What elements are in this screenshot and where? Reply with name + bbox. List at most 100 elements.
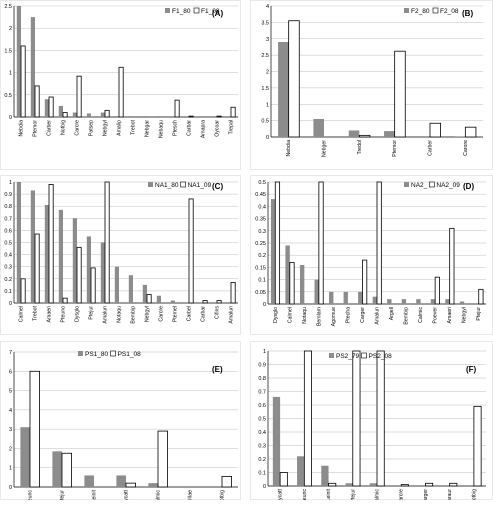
y-tick-label: 0.5: [4, 93, 12, 99]
bar-f1-80-nebaqu: [156, 116, 161, 117]
bar-f1-80-carber: [44, 99, 49, 117]
y-tick-label: 0.05: [255, 290, 266, 296]
x-category-label: Carcre: [399, 489, 405, 500]
x-category-label: Bembip: [131, 306, 137, 324]
bar-na1-80-calmel: [16, 182, 21, 303]
x-category-label: Carber: [47, 120, 53, 136]
y-tick-label: 0.5: [4, 241, 12, 247]
y-tick-label: 0.15: [255, 265, 266, 271]
legend-swatch: [78, 351, 83, 356]
x-category-label: Amapra: [201, 120, 207, 138]
y-tick-label: 3: [266, 37, 269, 43]
bar-na2-09-carger: [362, 259, 368, 305]
bar-na1-09-carbel: [188, 198, 194, 304]
x-category-label: Nebgyl: [462, 307, 468, 323]
x-category-label: Amalun: [103, 306, 109, 324]
bar-na2--amalun: [372, 296, 377, 304]
y-tick-label: 0.4: [258, 430, 266, 436]
y-tick-label: 0.6: [258, 403, 266, 409]
bar-ps1-80-cycatt: [116, 475, 126, 487]
y-tick-label: 3.5: [261, 20, 269, 26]
x-category-label: Tredol: [357, 140, 363, 155]
bar-na1-09-carbar: [202, 300, 208, 304]
bar-na1-80-nebgyl: [142, 284, 147, 303]
bar-f1-08-carber: [48, 96, 54, 118]
legend-label: PS2_08: [369, 353, 393, 360]
y-tick-label: 0.5: [258, 417, 266, 423]
bar-f1-08-ptemor: [34, 85, 40, 118]
bar-ps1-08-notbig: [221, 475, 233, 488]
bar-na1-09-amaeri: [48, 184, 54, 304]
bar-na2-09-amalun: [376, 181, 382, 305]
bar-ps2-79-calmic: [369, 483, 377, 486]
legend-swatch: [432, 7, 439, 14]
bar-f1-08-trepal: [230, 106, 236, 118]
x-category-label: Calmic: [375, 489, 381, 500]
panel-a: 0 0.5 1 1.5 2 2.5 Nebdia Ptemor Carber Notbig Carc…: [0, 0, 241, 170]
x-category-label: Dysglo: [273, 307, 279, 323]
x-category-label: Calmic: [418, 307, 424, 323]
bar-na2-09-poever: [434, 276, 440, 305]
y-tick-label: 2: [9, 26, 12, 32]
legend-label: NA1_09: [188, 182, 212, 189]
y-tick-label: 0: [263, 484, 266, 490]
legend-swatch: [180, 181, 186, 188]
bar-na2-09-bemlam: [318, 181, 324, 305]
bar-f2-08-ptemor: [394, 50, 406, 138]
x-category-label: Leinit: [92, 489, 98, 500]
bar-ps1-80-leinit: [84, 475, 94, 487]
bar-na2--bembip: [401, 299, 407, 304]
legend-swatch: [193, 7, 200, 14]
bar-na1-80-ptemel: [170, 300, 175, 303]
y-tick-label: 1.5: [4, 48, 12, 54]
bar-na1-80-bembip: [128, 275, 133, 303]
x-category-label: Nebdia: [286, 140, 292, 157]
y-tick-label: 0.3: [258, 229, 266, 235]
y-tick-label: 0: [9, 115, 12, 121]
bar-f1-80-notbig: [58, 105, 63, 117]
legend-label: F2_80: [411, 8, 430, 15]
y-tick-label: 0.2: [4, 277, 12, 283]
x-category-label: Cifins: [215, 306, 221, 319]
x-category-label: Nebgyl: [103, 120, 109, 136]
panel-frame: [0, 0, 241, 170]
bar-f1-08-carcre: [76, 75, 82, 118]
y-tick-label: 0.8: [258, 376, 266, 382]
x-category-label: Carbar: [187, 120, 193, 136]
y-tick-label: 0: [263, 302, 266, 308]
bar-f1-80-trebot: [128, 116, 133, 117]
bar-na1-80-trebot: [30, 190, 35, 303]
x-category-label: Trilae: [188, 490, 194, 500]
legend-swatch: [329, 353, 334, 358]
x-category-label: Ptesch: [173, 120, 179, 136]
x-category-label: Carber: [428, 140, 434, 156]
bar-f2-80-carore: [454, 136, 466, 137]
bar-na2-09-ptejur: [478, 288, 484, 305]
bar-ps1-08-cycatt: [125, 482, 137, 488]
x-category-label: Notbig: [471, 489, 477, 500]
bar-ps1-08-calmic: [157, 430, 169, 488]
y-tick-label: 2.5: [4, 4, 12, 10]
bar-ps2-08-leinit: [328, 482, 337, 487]
bar-na2--dysglo: [270, 199, 276, 304]
x-category-label: Poever: [433, 307, 439, 324]
y-tick-label: 0.4: [4, 253, 12, 259]
bar-na2--agomue: [329, 291, 334, 304]
panel-b: 0 0.5 1 1.5 2 2.5 3 3.5 4 Nebdia Nebger Tredol Ptemo…: [250, 0, 493, 170]
y-tick-label: 0.2: [258, 457, 266, 463]
bar-ps2-79-ptejur: [345, 483, 353, 486]
legend-label: F1_08: [201, 8, 220, 15]
bar-f2-08-carber: [429, 122, 442, 138]
x-category-label: Ptemel: [173, 306, 179, 322]
bar-na1-09-amalun: [104, 181, 110, 304]
y-tick-label: 4: [9, 408, 12, 414]
x-category-label: Carger: [360, 307, 366, 323]
bar-ps2-08-calmic: [376, 350, 385, 487]
x-category-label: Nebdia: [19, 120, 25, 137]
y-tick-label: 1: [266, 102, 269, 108]
legend-label: NA2_: [411, 182, 428, 189]
y-tick-label: 3: [9, 427, 12, 433]
bar-f1-80-carcre: [72, 112, 77, 117]
bar-na2--amaeri: [445, 299, 450, 304]
